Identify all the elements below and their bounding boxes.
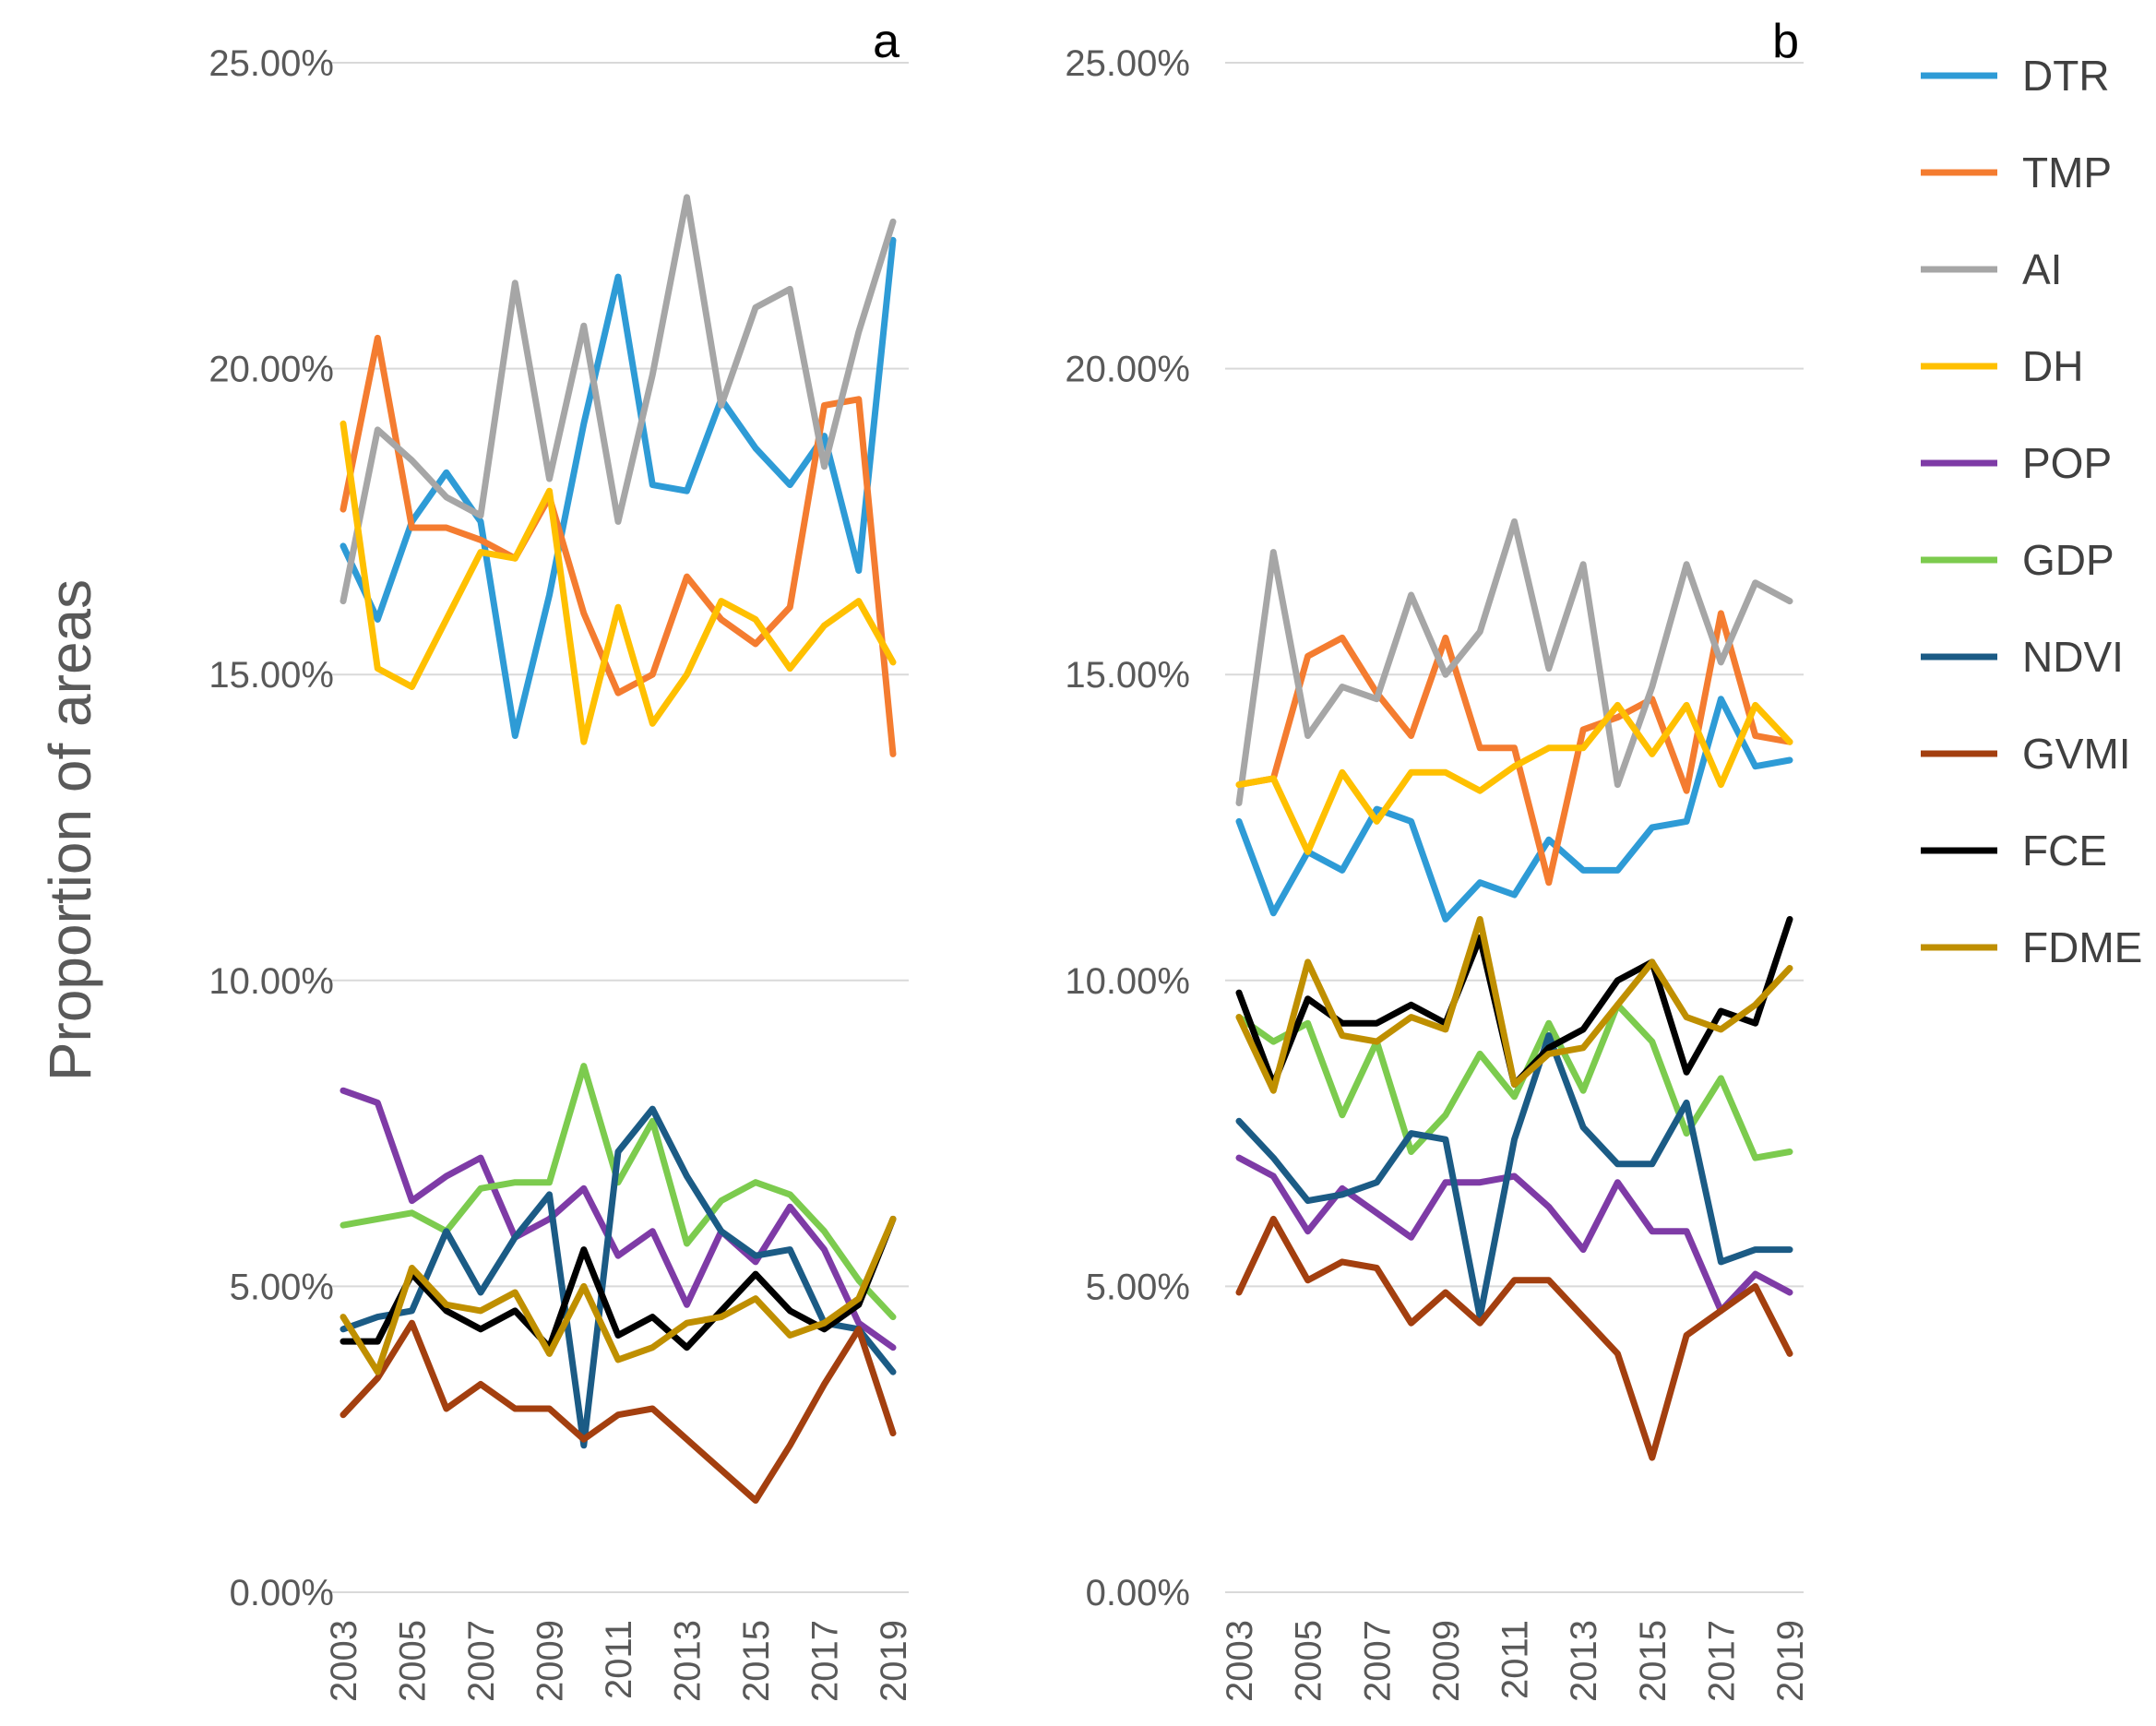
x-tick-label: 2005 (393, 1620, 434, 1702)
x-tick-label: 2007 (461, 1620, 502, 1702)
x-tick-label: 2019 (874, 1620, 914, 1702)
x-tick-label: 2009 (1426, 1620, 1467, 1702)
legend-label: GVMI (2022, 730, 2131, 778)
series-line-ndvi (1235, 1032, 1793, 1321)
series-line-fdme (339, 1215, 897, 1375)
y-tick-label: 20.00% (208, 350, 334, 390)
x-tick-label: 2019 (1770, 1620, 1811, 1702)
legend-label: AI (2022, 245, 2062, 293)
x-tick-label: 2013 (668, 1620, 709, 1702)
series-line-fdme (1235, 916, 1793, 1094)
series-line-dh (1235, 701, 1793, 855)
panel-label: a (873, 15, 899, 68)
x-tick-label: 2005 (1289, 1620, 1329, 1702)
chart-panel-b: 0.00% 5.00% 10.00% 15.00% 20.00% 25.00% 2003 20… (1065, 15, 1811, 1702)
legend-label: POP (2022, 439, 2112, 487)
y-tick-label: 15.00% (208, 655, 334, 696)
x-tick-label: 2017 (805, 1620, 846, 1702)
x-tick-label: 2009 (530, 1620, 571, 1702)
x-tick-label: 2007 (1357, 1620, 1398, 1702)
legend-label: FCE (2022, 827, 2107, 875)
y-tick-label: 20.00% (1065, 350, 1190, 390)
series-line-tmp (339, 334, 897, 757)
x-tick-label: 2003 (1220, 1620, 1260, 1702)
x-tick-label: 2013 (1564, 1620, 1604, 1702)
series-line-gvmi (339, 1319, 897, 1504)
x-tick-label: 2011 (599, 1620, 639, 1699)
x-tick-label: 2015 (1633, 1620, 1674, 1702)
y-tick-label: 10.00% (208, 961, 334, 1002)
series-line-fce (339, 1215, 897, 1351)
y-tick-label: 0.00% (230, 1573, 334, 1613)
y-tick-label: 5.00% (230, 1267, 334, 1307)
legend-label: NDVI (2022, 633, 2124, 681)
series-line-ai (339, 194, 897, 605)
legend-label: GDP (2022, 536, 2114, 584)
legend-label: DTR (2022, 52, 2110, 100)
panel-label: b (1772, 15, 1799, 68)
series-line-dh (339, 420, 897, 745)
x-tick-label: 2003 (324, 1620, 364, 1702)
legend-label: FDME (2022, 923, 2142, 971)
y-tick-label: 5.00% (1086, 1267, 1190, 1307)
series-line-ndvi (339, 1105, 897, 1449)
series-line-gdp (339, 1063, 897, 1321)
chart-panel-a: 0.00% 5.00% 10.00% 15.00% 20.00% 25.00% 2003 20… (208, 15, 914, 1702)
x-tick-label: 2011 (1495, 1620, 1536, 1699)
series-line-pop (1235, 1154, 1793, 1315)
y-tick-label: 25.00% (1065, 43, 1190, 84)
y-axis-label: Proportion of areas (37, 579, 103, 1081)
series-line-gvmi (1235, 1215, 1793, 1461)
series-line-gdp (1235, 1001, 1793, 1161)
y-tick-label: 15.00% (1065, 655, 1190, 696)
y-tick-label: 10.00% (1065, 961, 1190, 1002)
chart-legend: DTR TMP AI DH POP GDP NDVI GVMI FCE FDME (1921, 52, 2142, 971)
series-line-pop (339, 1087, 897, 1351)
legend-label: TMP (2022, 149, 2112, 196)
y-tick-label: 0.00% (1086, 1573, 1190, 1613)
legend-label: DH (2022, 342, 2083, 390)
y-tick-label: 25.00% (208, 43, 334, 84)
x-tick-label: 2017 (1701, 1620, 1742, 1702)
series-line-ai (1235, 518, 1793, 806)
x-tick-label: 2015 (736, 1620, 777, 1702)
series-line-dtr (1235, 696, 1793, 923)
